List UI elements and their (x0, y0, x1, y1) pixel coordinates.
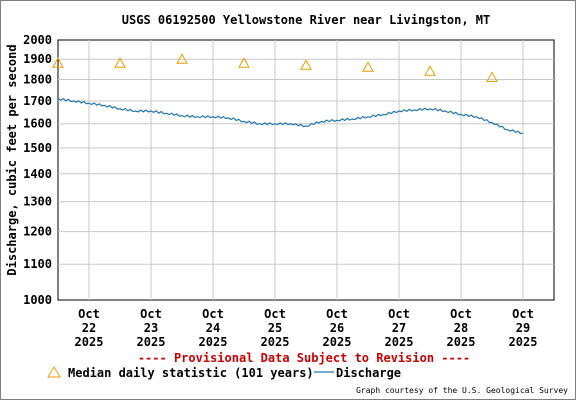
median-marker (424, 65, 436, 76)
x-tick-label: 22 (82, 321, 96, 335)
discharge-line (57, 97, 524, 135)
series-layer (52, 53, 524, 135)
y-tick-label: 1000 (23, 293, 52, 307)
median-marker (176, 53, 188, 64)
y-tick-label: 1900 (23, 52, 52, 66)
x-tick-label: Oct (140, 307, 162, 321)
x-tick-label: 2025 (509, 335, 538, 349)
y-tick-label: 2000 (23, 33, 52, 47)
x-tick-label: Oct (326, 307, 348, 321)
credit-text: Graph courtesy of the U.S. Geological Su… (356, 386, 568, 395)
x-tick-label: 24 (206, 321, 220, 335)
x-tick-label: 2025 (75, 335, 104, 349)
x-tick-label: 29 (516, 321, 530, 335)
legend: Median daily statistic (101 years) Disch… (47, 366, 401, 380)
x-tick-label: Oct (450, 307, 472, 321)
provisional-notice: ---- Provisional Data Subject to Revisio… (138, 351, 470, 365)
x-tick-label: Oct (78, 307, 100, 321)
legend-median-marker (47, 366, 61, 378)
y-tick-label: 1800 (23, 73, 52, 87)
x-axis-ticks: Oct222025Oct232025Oct242025Oct252025Oct2… (75, 307, 538, 349)
median-marker (362, 61, 374, 72)
x-tick-label: 23 (144, 321, 158, 335)
median-marker (114, 57, 126, 68)
y-tick-label: 1500 (23, 141, 52, 155)
x-tick-label: 2025 (447, 335, 476, 349)
y-tick-label: 1700 (23, 94, 52, 108)
x-tick-label: Oct (264, 307, 286, 321)
x-tick-label: 25 (268, 321, 282, 335)
x-tick-label: 2025 (261, 335, 290, 349)
x-tick-label: Oct (512, 307, 534, 321)
median-marker (52, 57, 64, 68)
x-tick-label: 28 (454, 321, 468, 335)
y-tick-label: 1200 (23, 225, 52, 239)
y-axis-label: Discharge, cubic feet per second (5, 44, 19, 275)
y-axis-ticks: 2000 1900 1800 1700 1600 1500 1400 1300 1200 1100… (23, 33, 52, 307)
x-tick-label: 26 (330, 321, 344, 335)
x-tick-label: Oct (202, 307, 224, 321)
y-tick-label: 1400 (23, 167, 52, 181)
median-marker (238, 57, 250, 68)
grid-lines (58, 40, 554, 300)
y-tick-label: 1300 (23, 195, 52, 209)
plot-area (57, 39, 555, 301)
x-tick-label: 2025 (137, 335, 166, 349)
x-tick-label: 2025 (323, 335, 352, 349)
x-tick-label: 2025 (385, 335, 414, 349)
x-tick-label: 27 (392, 321, 406, 335)
median-marker (486, 71, 498, 82)
legend-discharge-label: Discharge (336, 366, 401, 380)
x-tick-label: 2025 (199, 335, 228, 349)
median-marker (300, 59, 312, 70)
legend-median-label: Median daily statistic (101 years) (68, 366, 314, 380)
chart-title: USGS 06192500 Yellowstone River near Liv… (122, 13, 490, 27)
y-tick-label: 1100 (23, 257, 52, 271)
y-tick-label: 1600 (23, 117, 52, 131)
x-tick-label: Oct (388, 307, 410, 321)
